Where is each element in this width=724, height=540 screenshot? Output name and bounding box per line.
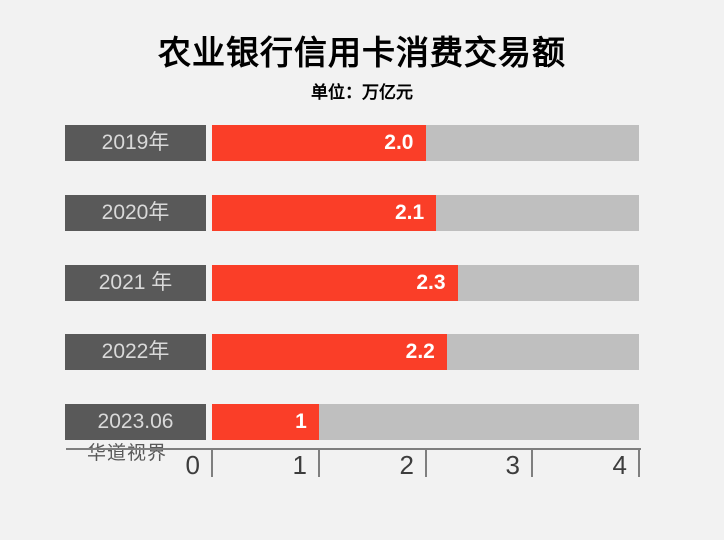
bar-row: 2019年 2.0 xyxy=(0,125,724,161)
chart-unit-label: 单位：万亿元 xyxy=(311,83,413,102)
x-axis-tick-label: 2 xyxy=(399,450,414,480)
category-label: 2020年 xyxy=(101,201,170,224)
bar-row: 2023.06 1 xyxy=(0,404,724,440)
x-axis-tick xyxy=(638,448,640,477)
bar-fill: 1 xyxy=(212,404,319,440)
bar-row: 2021 年 2.3 xyxy=(0,265,724,301)
category-label: 2023.06 xyxy=(97,410,174,433)
bar-value-label: 2.1 xyxy=(394,201,425,224)
category-label-box: 2021 年 xyxy=(65,265,206,301)
category-label: 2019年 xyxy=(101,131,170,154)
bar-value-label: 1 xyxy=(295,410,307,433)
bar-track: 2.2 xyxy=(212,334,639,370)
bar-row: 2022年 2.2 xyxy=(0,334,724,370)
bar-fill: 2.3 xyxy=(212,265,458,301)
bar-track: 2.3 xyxy=(212,265,639,301)
x-axis-tick-label: 0 xyxy=(185,450,200,480)
x-axis-tick-label: 1 xyxy=(292,450,307,480)
category-label-box: 2023.06 xyxy=(65,404,206,440)
x-axis-tick xyxy=(318,448,320,477)
x-axis-line xyxy=(66,448,641,450)
x-axis-tick-label: 3 xyxy=(505,450,520,480)
bar-fill: 2.1 xyxy=(212,195,437,231)
bar-track: 1 xyxy=(212,404,639,440)
x-axis-tick xyxy=(211,448,213,477)
x-axis-tick xyxy=(425,448,427,477)
bar-row: 2020年 2.1 xyxy=(0,195,724,231)
bar-value-label: 2.0 xyxy=(384,131,414,154)
bar-track: 2.0 xyxy=(212,125,639,161)
category-label: 2021 年 xyxy=(98,271,173,294)
x-axis-tick xyxy=(531,448,533,477)
bar-fill: 2.2 xyxy=(212,334,447,370)
bar-value-label: 2.2 xyxy=(405,340,435,363)
category-label: 2022年 xyxy=(101,340,170,363)
bar-track: 2.1 xyxy=(212,195,639,231)
category-label-box: 2019年 xyxy=(65,125,206,161)
chart-title: 农业银行信用卡消费交易额 xyxy=(158,34,566,71)
bar-fill: 2.0 xyxy=(212,125,426,161)
x-axis-tick-label: 4 xyxy=(612,450,627,480)
bar-value-label: 2.3 xyxy=(416,271,446,294)
category-label-box: 2022年 xyxy=(65,334,206,370)
category-label-box: 2020年 xyxy=(65,195,206,231)
